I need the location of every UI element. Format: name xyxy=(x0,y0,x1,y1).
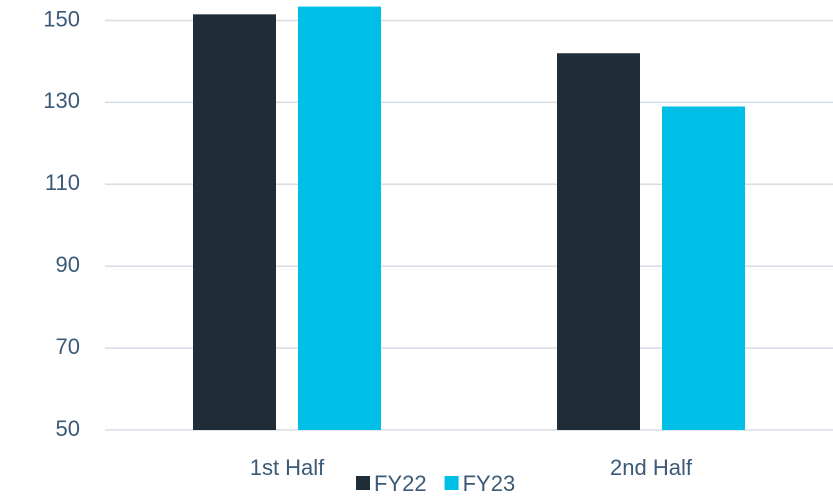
legend-label: FY23 xyxy=(463,471,516,496)
y-tick-label: 50 xyxy=(56,416,80,441)
y-tick-label: 90 xyxy=(56,252,80,277)
y-tick-label: 70 xyxy=(56,334,80,359)
x-tick-label: 2nd Half xyxy=(610,455,693,480)
legend-swatch xyxy=(444,476,459,490)
y-tick-label: 110 xyxy=(45,170,80,195)
bar xyxy=(662,106,745,430)
legend-swatch xyxy=(356,476,370,490)
bar xyxy=(298,6,381,431)
legend-label: FY22 xyxy=(374,471,427,496)
x-tick-label: 1st Half xyxy=(250,455,325,480)
y-tick-label: 150 xyxy=(43,6,80,31)
y-tick-label: 130 xyxy=(43,88,80,113)
bar xyxy=(557,53,640,430)
bar xyxy=(193,14,276,430)
